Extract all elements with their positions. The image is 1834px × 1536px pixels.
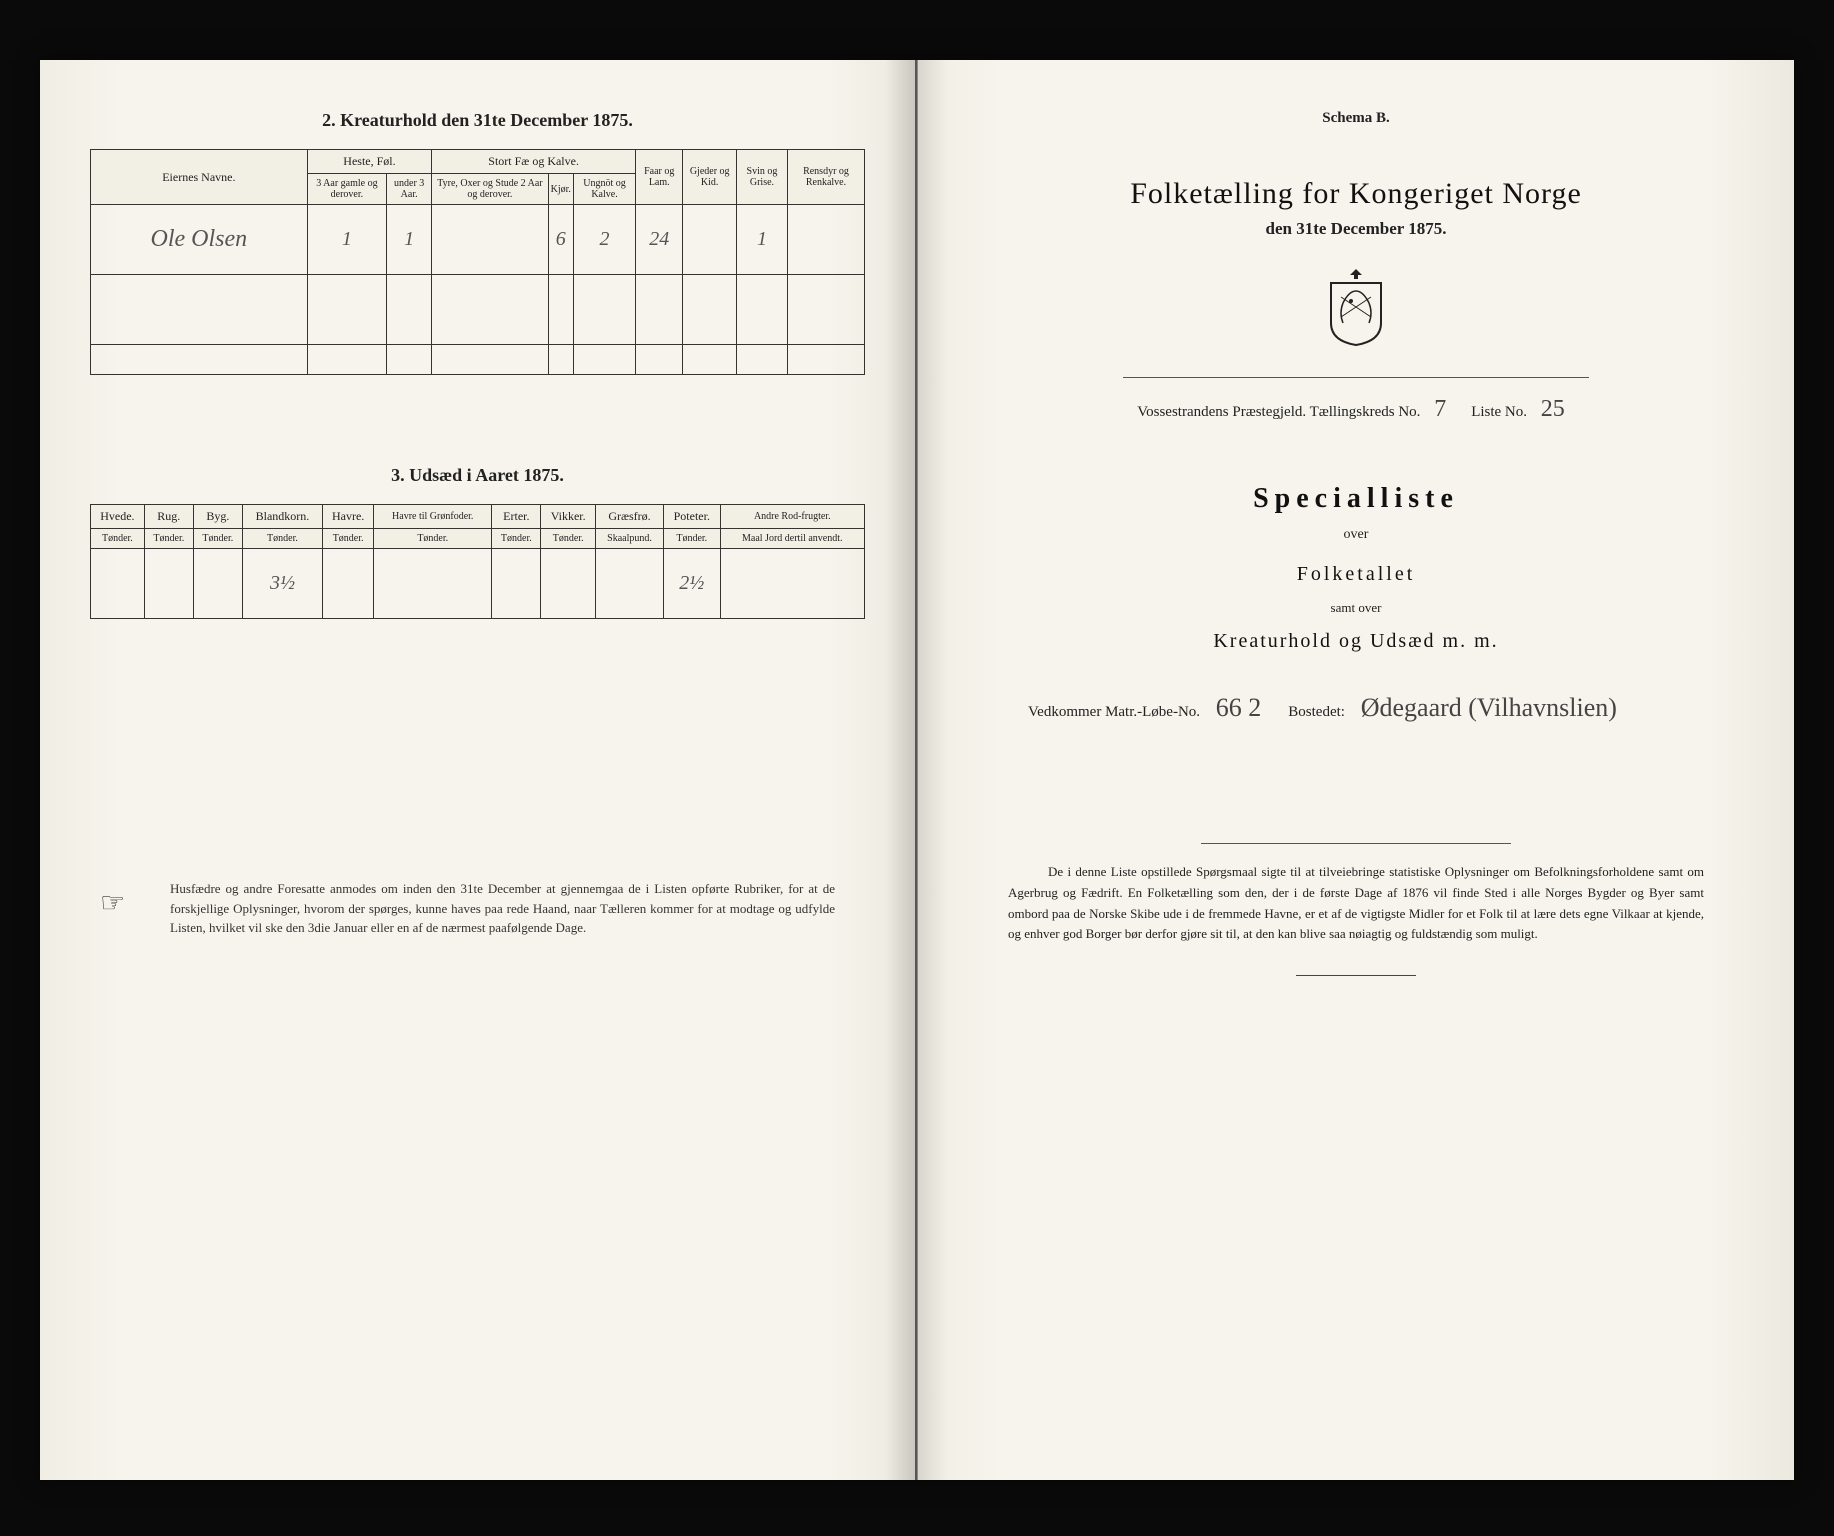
- table-row: [91, 345, 865, 375]
- sub-f2: Kjør.: [548, 174, 573, 205]
- col-erter: Erter.: [492, 505, 541, 529]
- kreatur-heading: Kreaturhold og Udsæd m. m.: [968, 630, 1744, 653]
- census-title: Folketælling for Kongeriget Norge: [968, 177, 1744, 211]
- right-footnote: De i denne Liste opstillede Spørgsmaal s…: [968, 862, 1744, 945]
- cell-byg: [193, 549, 242, 619]
- cell-vikker: [541, 549, 596, 619]
- unit: Tønder.: [492, 529, 541, 549]
- sub-h2: under 3 Aar.: [387, 174, 432, 205]
- grp-fae: Stort Fæ og Kalve.: [432, 150, 636, 174]
- right-page: Schema B. Folketælling for Kongeriget No…: [917, 60, 1794, 1480]
- cell-owner: Ole Olsen: [91, 205, 308, 275]
- col-faar: Faar og Lam.: [636, 150, 683, 205]
- cell-rens: [787, 205, 864, 275]
- cell-havre: [323, 549, 374, 619]
- folketallet-heading: Folketallet: [968, 563, 1744, 586]
- table-row: [91, 275, 865, 345]
- unit: Tønder.: [664, 529, 721, 549]
- cell-erter: [492, 549, 541, 619]
- table-row: 3½ 2½: [91, 549, 865, 619]
- document-scan: 2. Kreaturhold den 31te December 1875. E…: [40, 60, 1794, 1480]
- unit-andre: Maal Jord dertil anvendt.: [720, 529, 864, 549]
- cell-f3: 2: [573, 205, 635, 275]
- unit: Tønder.: [193, 529, 242, 549]
- cell-svin: 1: [736, 205, 787, 275]
- col-owner: Eiernes Navne.: [91, 150, 308, 205]
- parish-label: Vossestrandens Præstegjeld. Tællingskred…: [1137, 404, 1420, 420]
- sub-h1: 3 Aar gamle og derover.: [307, 174, 386, 205]
- col-andre: Andre Rod-frugter.: [720, 505, 864, 529]
- col-bland: Blandkorn.: [242, 505, 322, 529]
- cell-h2: 1: [387, 205, 432, 275]
- col-vikker: Vikker.: [541, 505, 596, 529]
- cell-faar: 24: [636, 205, 683, 275]
- cell-poteter: 2½: [664, 549, 721, 619]
- schema-label: Schema B.: [968, 110, 1744, 127]
- pointing-hand-icon: ☞: [100, 883, 125, 925]
- unit: Tønder.: [323, 529, 374, 549]
- col-havreg: Havre til Grønfoder.: [374, 505, 492, 529]
- kreaturhold-table: Eiernes Navne. Heste, Føl. Stort Fæ og K…: [90, 149, 865, 375]
- coat-of-arms-icon: [1321, 267, 1391, 347]
- liste-no: 25: [1531, 396, 1575, 422]
- matr-label: Vedkommer Matr.-Løbe-No.: [1028, 704, 1200, 720]
- cell-havreg: [374, 549, 492, 619]
- bostedet-value: Ødegaard (Vilhavnslien): [1349, 693, 1629, 722]
- bostedet-label: Bostedet:: [1288, 704, 1345, 720]
- cell-h1: 1: [307, 205, 386, 275]
- divider: [1201, 843, 1511, 844]
- col-hvede: Hvede.: [91, 505, 145, 529]
- census-subtitle: den 31te December 1875.: [968, 219, 1744, 239]
- section2-title: 2. Kreaturhold den 31te December 1875.: [90, 110, 865, 131]
- unit: Tønder.: [541, 529, 596, 549]
- matr-no: 66 2: [1204, 693, 1274, 722]
- col-gjed: Gjeder og Kid.: [683, 150, 737, 205]
- unit: Tønder.: [242, 529, 322, 549]
- col-svin: Svin og Grise.: [736, 150, 787, 205]
- cell-rug: [144, 549, 193, 619]
- section3-title: 3. Udsæd i Aaret 1875.: [90, 465, 865, 486]
- col-rug: Rug.: [144, 505, 193, 529]
- col-graes: Græsfrø.: [596, 505, 664, 529]
- cell-bland: 3½: [242, 549, 322, 619]
- sub-f1: Tyre, Oxer og Stude 2 Aar og derover.: [432, 174, 548, 205]
- parish-line: Vossestrandens Præstegjeld. Tællingskred…: [968, 396, 1744, 423]
- cell-f1: [432, 205, 548, 275]
- specialliste-heading: Specialliste: [968, 483, 1744, 515]
- cell-gjed: [683, 205, 737, 275]
- kreds-no: 7: [1424, 396, 1456, 422]
- table-row: Ole Olsen 1 1 6 2 24 1: [91, 205, 865, 275]
- divider: [1296, 975, 1416, 976]
- udsaed-table: Hvede. Rug. Byg. Blandkorn. Havre. Havre…: [90, 504, 865, 619]
- unit: Tønder.: [91, 529, 145, 549]
- liste-label: Liste No.: [1471, 404, 1527, 420]
- col-rens: Rensdyr og Renkalve.: [787, 150, 864, 205]
- matr-line: Vedkommer Matr.-Løbe-No. 66 2 Bostedet: …: [968, 693, 1744, 723]
- left-page: 2. Kreaturhold den 31te December 1875. E…: [40, 60, 917, 1480]
- cell-graes: [596, 549, 664, 619]
- divider: [1123, 377, 1589, 378]
- cell-hvede: [91, 549, 145, 619]
- over-label: over: [968, 527, 1744, 543]
- unit: Tønder.: [144, 529, 193, 549]
- cell-f2: 6: [548, 205, 573, 275]
- unit-skaal: Skaalpund.: [596, 529, 664, 549]
- col-byg: Byg.: [193, 505, 242, 529]
- left-note-text: Husfædre og andre Foresatte anmodes om i…: [170, 881, 835, 935]
- samt-label: samt over: [968, 600, 1744, 616]
- cell-andre: [720, 549, 864, 619]
- sub-f3: Ungnöt og Kalve.: [573, 174, 635, 205]
- col-havre: Havre.: [323, 505, 374, 529]
- grp-heste: Heste, Føl.: [307, 150, 431, 174]
- left-footnote: ☞ Husfædre og andre Foresatte anmodes om…: [90, 879, 865, 938]
- col-poteter: Poteter.: [664, 505, 721, 529]
- unit: Tønder.: [374, 529, 492, 549]
